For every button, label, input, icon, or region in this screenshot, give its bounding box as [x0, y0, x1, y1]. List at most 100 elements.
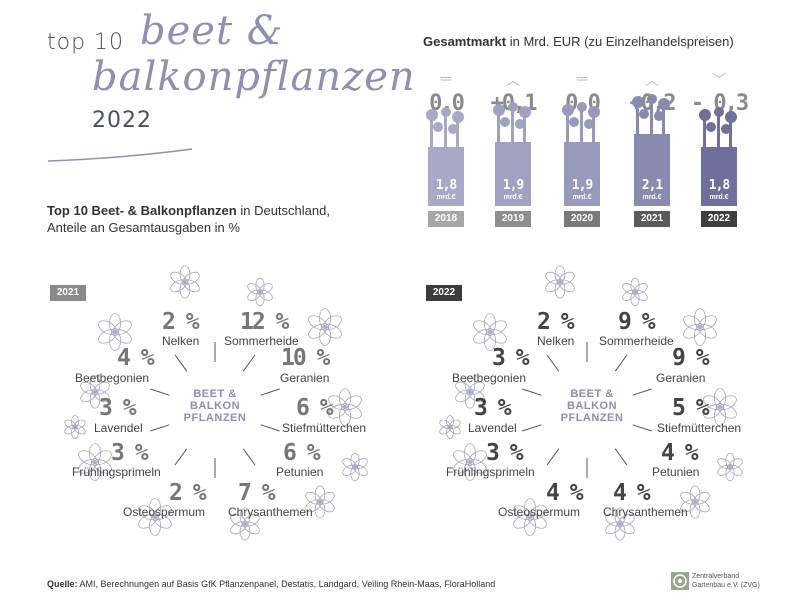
year-tag-2021: 2021 [50, 285, 86, 301]
flower-sketch-icon [545, 265, 575, 299]
zvg-logo-text: Zentralverband Gartenbau e.V. (ZVG) [692, 572, 760, 590]
ring-spoke [174, 354, 188, 372]
share-value-osteospermum: 2 % [169, 480, 207, 506]
ring-spoke [632, 424, 652, 432]
trend-flat-icon: ═ [577, 70, 587, 86]
year-label-2021: 2021 [634, 211, 670, 227]
share-name-sommerheide: Sommerheide [599, 334, 674, 348]
flower-ring-2022 [439, 265, 743, 541]
ring-spoke [174, 448, 188, 466]
bar-unit-2021: mrd.€ [642, 194, 662, 201]
center-label-2021: BEET & BALKON PFLANZEN [180, 388, 250, 424]
ring-spoke [522, 424, 542, 432]
flower-sketch-icon [247, 277, 273, 307]
flower-sketch-icon [455, 375, 485, 409]
flower-sketch-icon [80, 375, 110, 409]
flower-bunch-icon [632, 93, 670, 134]
flower-sketch-icon [605, 507, 635, 541]
flower-sketch-icon [64, 415, 86, 439]
title-year: 2022 [92, 108, 152, 133]
subtitle: Top 10 Beet- & Balkonpflanzen in Deutsch… [47, 202, 377, 236]
share-value-frühlingsprimeln: 3 % [111, 440, 149, 466]
flower-sketch-icon [717, 452, 743, 482]
share-value-lavendel: 3 % [474, 395, 512, 421]
bar-2021 [634, 133, 670, 206]
share-value-nelken: 2 % [537, 309, 575, 335]
flower-sketch-icon [513, 498, 547, 536]
ring-spoke [150, 424, 170, 432]
trend-down-icon: ﹀ [712, 72, 726, 88]
flower-ring-2021 [64, 265, 368, 541]
bar-value-2018: 1,8 [435, 178, 457, 193]
flower-bunch-icon [562, 102, 600, 143]
share-value-sommerheide: 12 % [240, 309, 289, 335]
ring-spoke [632, 388, 652, 396]
share-value-beetbegonien: 3 % [492, 345, 530, 371]
flower-bunch-icon [426, 106, 464, 147]
zvg-logo-icon [671, 572, 689, 590]
trend-up-icon: ︿ [506, 72, 520, 88]
subtitle-rest: in Deutschland, [236, 203, 330, 218]
bar-unit-2022: mrd.€ [709, 194, 729, 201]
share-name-osteospermum: Osteospermum [498, 505, 581, 519]
flower-sketch-icon [328, 388, 362, 426]
ring-spoke [522, 388, 542, 396]
flower-sketch-icon [703, 388, 737, 426]
center-label-2022-line3: PFLANZEN [560, 412, 624, 424]
year-tag-2022: 2022 [426, 285, 462, 301]
ring-spoke [614, 354, 628, 372]
flower-sketch-icon [680, 485, 710, 519]
title-top: top 10 [47, 30, 125, 55]
share-value-petunien: 4 % [661, 440, 699, 466]
center-label-2021-line2: BALKON [189, 400, 241, 412]
share-name-beetbegonien: Beetbegonien [75, 371, 150, 385]
ring-spoke [150, 388, 170, 396]
year-label-2019: 2019 [495, 211, 531, 227]
share-value-geranien: 10 % [281, 345, 330, 371]
zvg-logo-line2: Gartenbau e.V. (ZVG) [692, 582, 760, 589]
share-name-frühlingsprimeln: Frühlingsprimeln [446, 465, 535, 479]
flower-sketch-icon [683, 308, 717, 346]
trend-flat-icon: ═ [441, 70, 451, 86]
share-value-chrysanthemen: 7 % [238, 480, 276, 506]
share-name-osteospermum: Osteospermum [123, 505, 206, 519]
share-value-stiefmütterchen: 5 % [672, 395, 710, 421]
share-name-petunien: Petunien [652, 465, 700, 479]
flower-bunch-icon [493, 102, 531, 143]
flower-sketch-icon [305, 485, 335, 519]
flower-sketch-icon [78, 443, 112, 481]
bar-value-2019: 1,9 [502, 178, 524, 193]
year-label-2020: 2020 [564, 211, 600, 227]
year-label-2018: 2018 [428, 211, 464, 227]
ring-spoke [546, 354, 560, 372]
flower-sketch-icon [622, 277, 648, 307]
share-name-chrysanthemen: Chrysanthemen [228, 505, 313, 519]
share-value-geranien: 9 % [672, 345, 710, 371]
ring-spoke [546, 448, 560, 466]
bar-2018 [428, 146, 464, 206]
flower-sketch-icon [473, 313, 507, 351]
ring-spoke [242, 354, 256, 372]
source-note: Quelle: AMI, Berechnungen auf Basis GfK … [47, 579, 495, 589]
share-value-lavendel: 3 % [99, 395, 137, 421]
share-name-lavendel: Lavendel [468, 421, 517, 435]
center-label-2022-line2: BALKON [566, 400, 618, 412]
title-script-line1: beet & [140, 8, 284, 54]
bar-unit-2019: mrd.€ [503, 194, 523, 201]
share-name-geranien: Geranien [656, 371, 706, 385]
ring-spoke [242, 448, 256, 466]
bar-unit-2018: mrd.€ [436, 194, 456, 201]
share-name-petunien: Petunien [276, 465, 324, 479]
bar-value-2021: 2,1 [641, 178, 663, 193]
flower-sketch-icon [98, 313, 132, 351]
bar-2019 [495, 142, 531, 206]
center-label-2022-line1: BEET & [570, 388, 614, 400]
share-name-stiefmütterchen: Stiefmütterchen [657, 421, 742, 435]
bar-2020 [564, 142, 600, 206]
flower-sketch-icon [439, 415, 461, 439]
share-value-petunien: 6 % [283, 440, 321, 466]
share-name-beetbegonien: Beetbegonien [452, 371, 527, 385]
center-label-2021-line3: PFLANZEN [183, 412, 247, 424]
market-title-bold: Gesamtmarkt [423, 34, 507, 49]
title-underline [47, 148, 193, 162]
